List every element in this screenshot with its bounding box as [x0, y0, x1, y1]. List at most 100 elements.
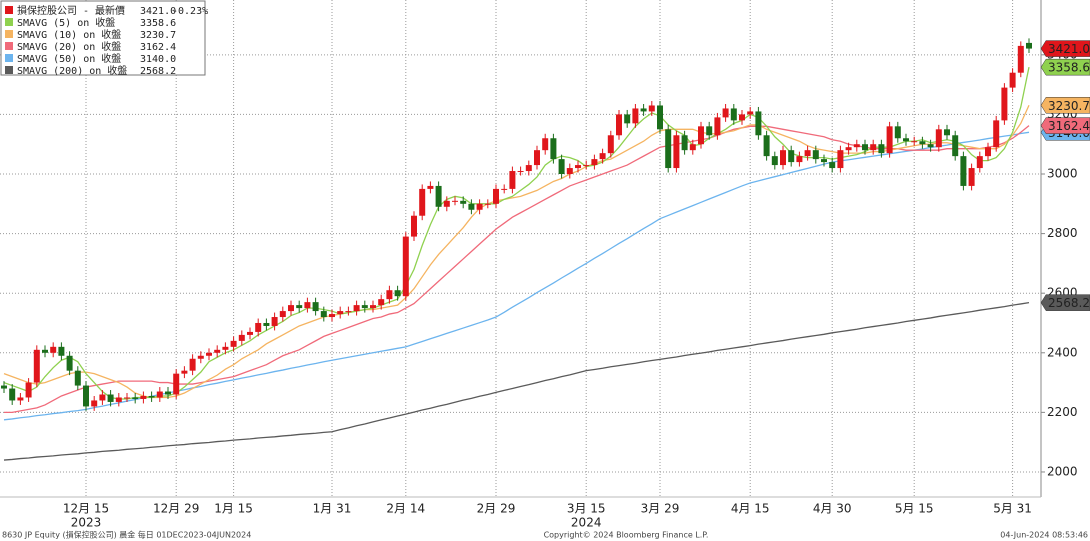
candle-body	[853, 144, 860, 148]
x-tick-label: 5月 31	[993, 502, 1032, 516]
legend-swatch	[5, 42, 13, 50]
x-tick-label: 5月 15	[895, 502, 934, 516]
candle-body	[788, 150, 795, 163]
candle-body	[821, 159, 827, 163]
candle-body	[402, 236, 409, 297]
legend-box	[0, 0, 206, 76]
candle-body	[862, 144, 868, 151]
candle-body	[427, 185, 434, 189]
candle-body	[755, 111, 762, 136]
sma-line	[3, 105, 1030, 399]
candle-body	[566, 168, 573, 175]
candle-body	[558, 159, 565, 175]
candle-body	[189, 358, 196, 371]
candle-body	[927, 144, 934, 148]
candle-body	[345, 311, 352, 313]
x-tick-label: 2月 14	[386, 502, 425, 516]
candle-body	[517, 171, 524, 173]
candle-body	[42, 349, 48, 353]
candle-body	[378, 299, 385, 306]
candle-body	[132, 397, 139, 399]
candle-body	[640, 108, 647, 112]
candle-body	[509, 171, 516, 189]
candle-body	[386, 290, 393, 300]
value-box-label: 3230.7	[1048, 99, 1090, 113]
candle-body	[419, 188, 426, 216]
candle-body	[1001, 87, 1008, 121]
candle-body	[657, 105, 663, 130]
footer-left: 8630 JP Equity (損保控股公司) 晨金 每日 01DEC2023-…	[2, 530, 251, 540]
candle-body	[681, 135, 688, 151]
candle-body	[329, 314, 335, 318]
candle-body	[476, 203, 483, 210]
candle-body	[140, 395, 147, 399]
candle-body	[66, 355, 73, 371]
candle-body	[689, 144, 696, 151]
candle-body	[411, 215, 417, 237]
candle-body	[443, 200, 450, 207]
candle-body	[312, 302, 319, 312]
candle-body	[320, 311, 327, 318]
y-tick-label: 3000	[1047, 167, 1078, 181]
candle-body	[624, 114, 631, 124]
candle-body	[452, 200, 458, 202]
x-group-label: 2023	[71, 516, 102, 530]
candle-body	[279, 311, 286, 318]
legend-swatch	[5, 66, 13, 74]
legend-label: SMAVG (50) on 收盤	[17, 52, 121, 65]
candle-body	[648, 105, 655, 112]
candle-body	[903, 138, 909, 142]
y-tick-label: 2200	[1047, 405, 1078, 419]
candle-body	[944, 129, 950, 136]
candle-body	[542, 138, 549, 151]
candle-body	[255, 322, 262, 332]
value-box	[1040, 294, 1090, 311]
candle-body	[460, 200, 467, 204]
candle-body	[599, 153, 606, 160]
candle-body	[1026, 42, 1032, 49]
x-tick-label: 12月 15	[63, 502, 109, 516]
legend-value: 3230.7	[140, 30, 176, 41]
candle-body	[1017, 45, 1024, 73]
legend-swatch	[5, 30, 13, 38]
candle-body	[58, 346, 65, 356]
y-tick-label: 2000	[1047, 464, 1078, 478]
candle-body	[83, 385, 89, 407]
legend-change: -0.23%	[172, 6, 208, 17]
x-tick-label: 4月 30	[813, 502, 852, 516]
candle-body	[484, 203, 491, 205]
x-tick-label: 1月 15	[214, 502, 253, 516]
legend: 損保控股公司 - 最新價 3421.0 SMAVG (5) on 收盤 3358.6 S…	[0, 0, 208, 77]
x-tick-label: 1月 31	[313, 502, 352, 516]
candle-body	[845, 147, 852, 151]
footer-center: Copyright© 2024 Bloomberg Finance L.P.	[544, 531, 709, 540]
candle-body	[25, 382, 32, 398]
x-tick-label: 3月 29	[641, 502, 680, 516]
candle-body	[74, 370, 81, 386]
candle-body	[886, 126, 893, 154]
footer-right: 04-Jun-2024 08:53:46	[1000, 531, 1088, 540]
candle-body	[673, 135, 680, 169]
candle-body	[812, 150, 819, 160]
legend-label: 損保控股公司 - 最新價	[17, 4, 125, 17]
candle-body	[804, 150, 811, 157]
value-box	[1040, 58, 1090, 76]
candle-body	[247, 331, 253, 335]
candle-body	[296, 305, 303, 309]
candle-body	[214, 349, 221, 353]
candle-body	[796, 156, 803, 163]
candle-body	[17, 397, 24, 401]
legend-value: 3162.4	[140, 42, 176, 53]
candle-body	[763, 135, 770, 157]
candle-body	[165, 391, 171, 395]
candle-body	[607, 135, 614, 154]
candle-body	[829, 162, 836, 169]
candle-body	[124, 397, 130, 399]
candle-body	[238, 334, 245, 341]
candle-body	[197, 355, 204, 359]
legend-label: SMAVG (5) on 收盤	[17, 16, 115, 29]
candle-body	[148, 395, 155, 398]
candle-body	[115, 397, 122, 402]
candle-body	[730, 108, 737, 121]
